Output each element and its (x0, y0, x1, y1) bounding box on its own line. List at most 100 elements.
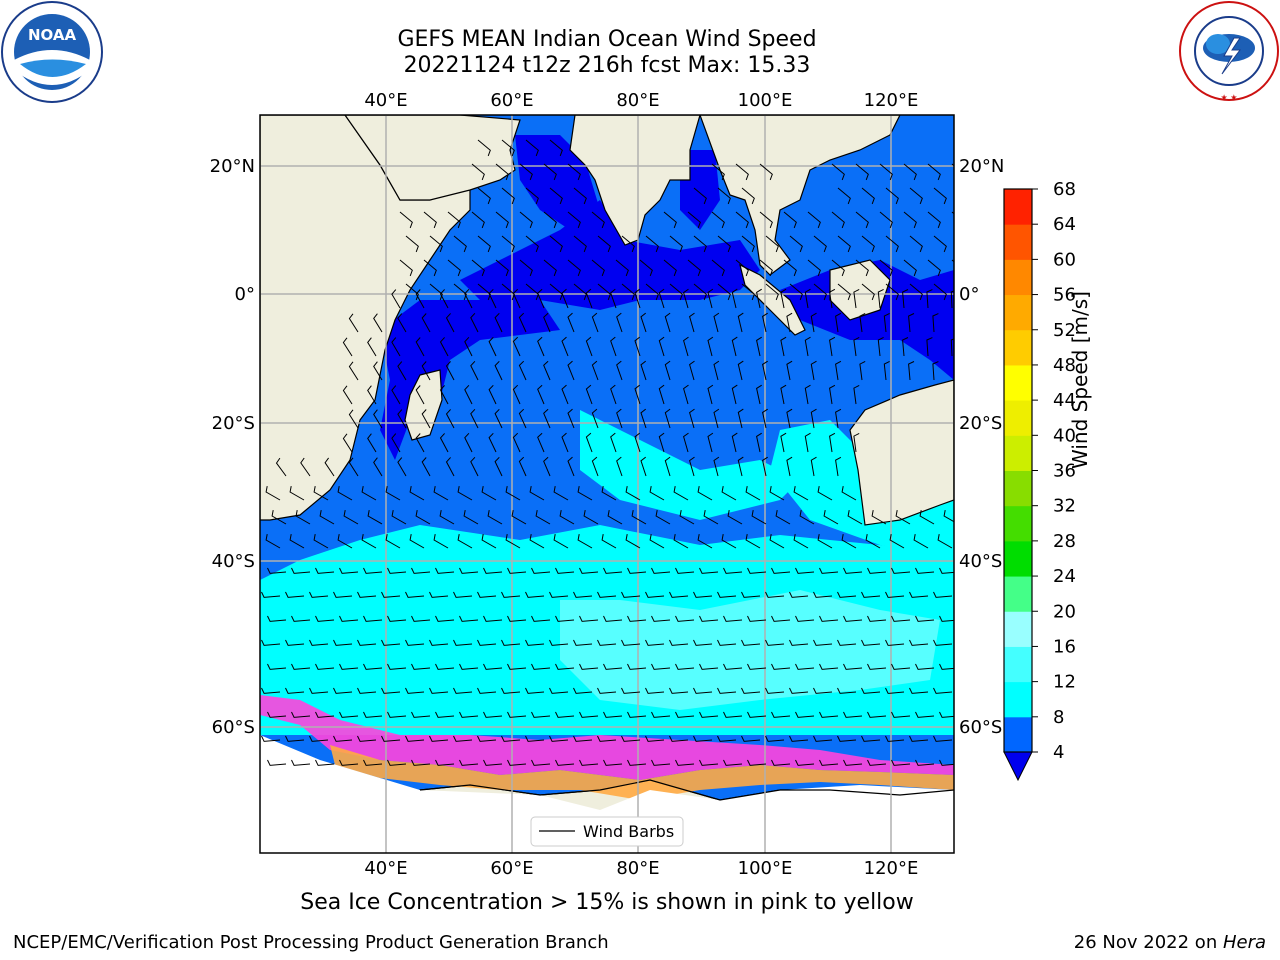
wind-barb (861, 639, 881, 646)
wind-barb (603, 759, 623, 766)
wind-barb (645, 687, 665, 694)
wind-barb (771, 711, 791, 718)
wind-barb (762, 408, 768, 429)
wind-barb (549, 735, 569, 742)
wind-barb (689, 360, 695, 381)
wind-barb (804, 288, 811, 309)
wind-barb (683, 384, 689, 405)
wind-barb (819, 759, 839, 766)
wind-barb (423, 259, 437, 277)
wind-barb (267, 615, 287, 622)
wind-barb (810, 408, 817, 429)
wind-barb (567, 456, 575, 477)
wind-barb (841, 534, 857, 549)
wind-barb (597, 235, 611, 253)
wind-barb (525, 591, 545, 598)
wind-barb (481, 534, 497, 549)
wind-barb (741, 639, 761, 646)
wind-barb (481, 486, 497, 501)
wind-barb (285, 591, 305, 598)
wind-barb (313, 486, 329, 501)
colorbar-tick-label: 32 (1053, 496, 1076, 517)
wind-barb (610, 432, 617, 453)
wind-barb (780, 288, 787, 309)
wind-barb (411, 759, 431, 766)
wind-barb (494, 360, 503, 381)
wind-barb (531, 759, 551, 766)
wind-barb (411, 567, 431, 574)
wind-barb (573, 591, 593, 598)
wind-barb (543, 408, 551, 429)
wind-barb (640, 312, 647, 333)
wind-barb (313, 534, 329, 549)
wind-barb (829, 288, 836, 309)
colorbar-tick-label: 60 (1053, 249, 1076, 270)
wind-barb (883, 360, 890, 381)
wind-barb (627, 711, 647, 718)
wind-barb (707, 336, 714, 357)
wind-barb (693, 283, 707, 301)
wind-barb (843, 759, 863, 766)
wind-barb (759, 211, 773, 229)
axis-labels: 40°E 60°E 80°E 100°E 120°E 40°E 60°E 80°… (210, 90, 1005, 879)
wind-barb (707, 288, 714, 309)
wind-barb (357, 735, 377, 742)
lat-label-left: 60°S (212, 717, 255, 738)
wind-barb (601, 486, 617, 501)
wind-barb (579, 663, 599, 670)
wind-barb (501, 235, 515, 253)
wind-barb (853, 384, 860, 405)
wind-barb (470, 312, 479, 333)
wind-barb (415, 433, 425, 453)
wind-barb (531, 663, 551, 670)
land-arabia (344, 115, 521, 201)
land-india (569, 115, 701, 246)
wind-barb (607, 510, 623, 525)
wind-barb (387, 759, 407, 766)
wind-barb (405, 283, 419, 301)
wind-barb (577, 534, 593, 549)
wind-barb (501, 735, 521, 742)
wind-barb (933, 591, 953, 598)
wind-barb (519, 163, 533, 181)
wind-barb (819, 663, 839, 670)
lat-label-left: 0° (235, 284, 255, 305)
wind-barb (367, 433, 377, 453)
wind-barb (391, 337, 401, 357)
wind-barb (721, 534, 737, 549)
wind-barb (769, 534, 785, 549)
wind-barb (713, 312, 720, 333)
wind-barb (291, 759, 311, 766)
wind-barb (477, 283, 491, 301)
wind-barb (433, 534, 449, 549)
wind-barb (891, 567, 911, 574)
wind-barb (713, 408, 720, 429)
wind-barb (483, 567, 503, 574)
lon-label-top: 100°E (738, 90, 793, 111)
wind-barb (616, 456, 623, 477)
wind-barb (387, 663, 407, 670)
wind-barb (342, 385, 353, 405)
wind-barb (843, 711, 863, 718)
wind-barb (675, 759, 695, 766)
wind-barb (877, 288, 884, 309)
colorbar-tick-label: 36 (1053, 461, 1076, 482)
lon-label-bottom: 40°E (364, 858, 407, 879)
wind-barb (495, 259, 509, 277)
footer-date: 26 Nov 2022 on Hera (1074, 932, 1266, 953)
wind-barb (693, 735, 713, 742)
wind-barb (927, 163, 941, 181)
wind-barb (501, 591, 521, 598)
wind-barb (363, 759, 383, 766)
wind-barb (932, 361, 939, 381)
colorbar-tick-label: 4 (1053, 742, 1064, 763)
wind-barb (843, 663, 863, 670)
wind-barb (909, 639, 929, 646)
wind-barb (397, 361, 407, 381)
wind-barb (391, 385, 401, 405)
wind-barb (591, 360, 599, 381)
colorbar-tick-label: 64 (1053, 214, 1076, 235)
wind-barb (363, 663, 383, 670)
wind-barb (518, 360, 527, 381)
wind-barb (573, 735, 593, 742)
